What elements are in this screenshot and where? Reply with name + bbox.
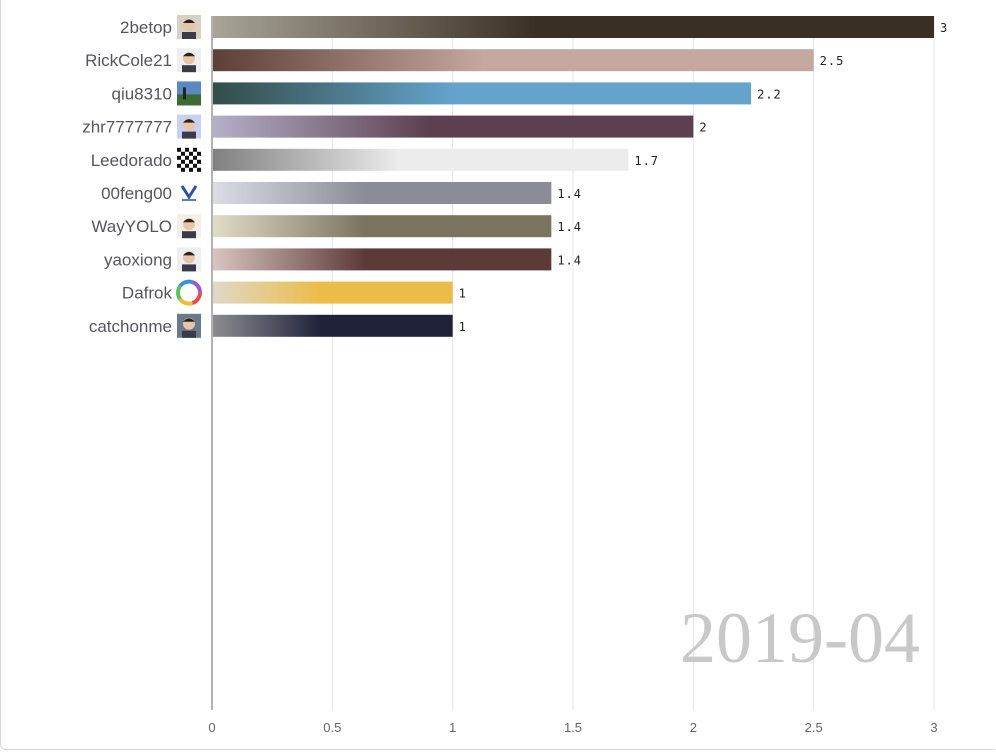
value-label: 3 — [940, 21, 948, 35]
landscape-avatar-icon — [177, 81, 201, 106]
x-tick-label: 2 — [690, 720, 697, 735]
value-label: 1.4 — [557, 187, 582, 201]
period-label: 2019-04 — [680, 598, 920, 678]
bar-RickCole21 — [213, 49, 814, 72]
avatars — [176, 15, 202, 338]
category-label: 2betop — [120, 18, 172, 37]
category-label: qiu8310 — [111, 84, 172, 103]
x-tick-label: 3 — [930, 720, 937, 735]
value-label: 1.4 — [557, 220, 582, 234]
grid-lines — [331, 16, 935, 710]
couple-avatar-icon — [177, 313, 201, 338]
value-label: 1 — [459, 287, 467, 301]
category-label: Leedorado — [91, 151, 172, 170]
anime-avatar-icon — [177, 114, 201, 139]
value-label: 1 — [459, 320, 467, 334]
value-label: 1.4 — [557, 253, 582, 267]
category-label: Dafrok — [122, 284, 173, 303]
category-label: catchonme — [89, 317, 172, 336]
x-tick-label: 2.5 — [805, 720, 823, 735]
color-ring-avatar-icon — [176, 279, 202, 306]
x-tick-label: 0 — [208, 720, 215, 735]
bars — [213, 16, 934, 337]
man-avatar-icon — [177, 247, 201, 272]
bar-00feng00 — [213, 182, 552, 204]
value-label: 2 — [699, 121, 707, 135]
bar-zhr7777777 — [213, 115, 694, 138]
bar-catchonme — [213, 314, 453, 337]
x-tick-label: 0.5 — [323, 720, 341, 735]
boy-avatar-icon — [177, 15, 201, 39]
bar-yaoxiong — [213, 248, 552, 271]
logo-avatar-icon — [177, 181, 201, 205]
x-axis-tick-labels: 0 0.5 1 1.5 2 2.5 3 — [208, 720, 937, 735]
category-label: RickCole21 — [85, 51, 172, 70]
checkerboard-avatar-icon — [177, 147, 201, 172]
value-labels: 3 2.5 2.2 2 1.7 1.4 1.4 1.4 1 1 — [459, 21, 948, 334]
category-label: 00feng00 — [101, 184, 172, 203]
value-label: 1.7 — [634, 154, 659, 168]
value-label: 2.5 — [820, 54, 845, 68]
bar-qiu8310 — [213, 82, 752, 105]
category-labels: 2betop RickCole21 qiu8310 zhr7777777 Leedora… — [82, 18, 172, 336]
man-avatar-icon — [177, 48, 201, 73]
category-label: WayYOLO — [91, 217, 172, 236]
category-label: yaoxiong — [104, 250, 172, 269]
cartoon-face-avatar-icon — [177, 214, 201, 239]
bar-2betop — [213, 16, 934, 38]
bar-Leedorado — [213, 148, 629, 171]
value-label: 2.2 — [757, 87, 782, 101]
bar-Dafrok — [213, 281, 453, 304]
x-tick-label: 1.5 — [564, 720, 582, 735]
bar-WayYOLO — [213, 215, 552, 238]
x-tick-label: 1 — [449, 720, 456, 735]
category-label: zhr7777777 — [82, 118, 172, 137]
